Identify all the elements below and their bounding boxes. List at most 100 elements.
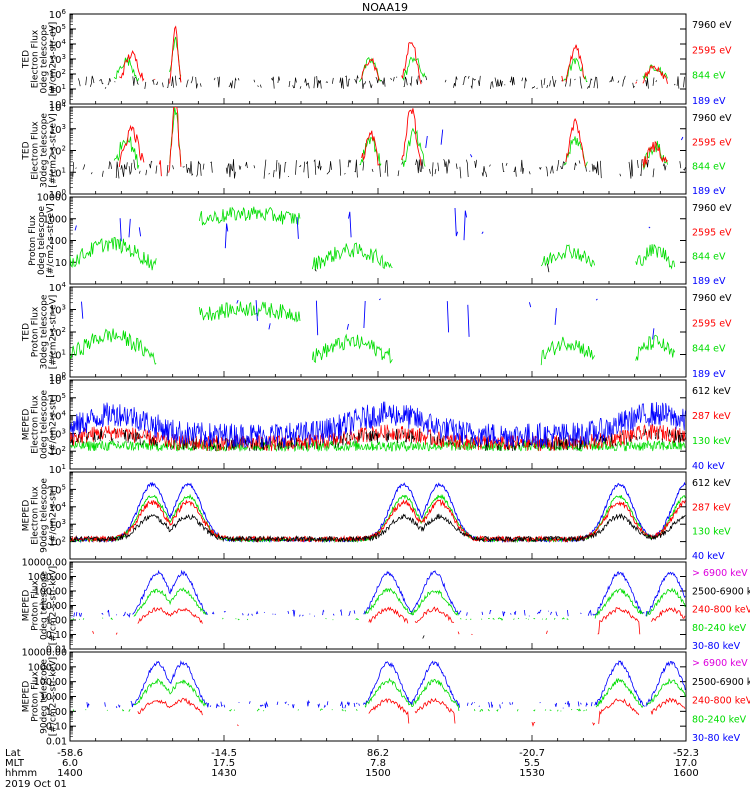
y-tick-label: 104 <box>49 410 67 423</box>
date-label: 2019 Oct 01 <box>5 779 67 790</box>
traces <box>77 25 685 90</box>
trace-2595 <box>119 107 679 176</box>
y-tick-label: 100 <box>49 98 66 111</box>
x-tick-label-lat: 86.2 <box>367 748 389 759</box>
traces <box>70 401 686 453</box>
x-row-label: hhmm <box>5 768 37 779</box>
legend-entry: 189 eV <box>692 369 726 380</box>
trace-30-80 <box>86 660 686 709</box>
legend-entry: 844 eV <box>692 71 726 82</box>
trace-80-240 <box>70 587 686 621</box>
legend-entry: 287 keV <box>692 411 731 422</box>
y-tick-label: 105 <box>49 483 66 496</box>
legend-entry: 40 keV <box>692 551 725 562</box>
y-axis-label: Proton Flux0deg telescope[#/cm2-s-str-eV… <box>28 203 56 278</box>
trace-2595 <box>119 25 668 85</box>
y-tick-label: 102 <box>49 445 66 458</box>
x-tick-label-lat: -14.5 <box>211 748 237 759</box>
y-axis-label: MEPEDProton Flux0deg telescope[#/cm2-s-s… <box>22 566 59 645</box>
legend-entry: 844 eV <box>692 162 726 173</box>
trace-844 <box>70 301 676 366</box>
x-tick-label-hhmm: 1600 <box>673 768 698 779</box>
y-tick-label: 101 <box>49 166 66 179</box>
trace-189 <box>425 129 684 158</box>
traces <box>70 207 683 273</box>
y-tick-label: 101 <box>49 83 66 96</box>
y-tick-label: 10000 <box>37 193 67 204</box>
panel-frame <box>69 471 687 560</box>
y-tick-label: 0.10 <box>46 722 67 733</box>
y-tick-label: 104 <box>49 101 67 114</box>
trace-612 <box>70 512 686 543</box>
traces <box>72 660 686 727</box>
trace-7960 <box>315 264 675 273</box>
panel-frame <box>69 651 687 742</box>
legend-entry: 189 eV <box>692 186 726 197</box>
y-tick-label: 1000.00 <box>28 572 67 583</box>
legend-entry: 30-80 keV <box>692 733 741 744</box>
legend-entry: 189 eV <box>692 96 726 107</box>
y-tick-label: 102 <box>49 326 66 339</box>
legend-entry: 40 keV <box>692 461 725 472</box>
trace-844 <box>70 206 676 271</box>
y-tick-label: 103 <box>49 53 66 66</box>
legend-entry: 189 eV <box>692 276 726 287</box>
y-tick-label: 104 <box>49 38 67 51</box>
x-tick-label-mlt: 5.5 <box>524 758 540 769</box>
legend-entry: 287 keV <box>692 502 731 513</box>
trace-240-800 <box>92 606 686 635</box>
x-tick-label-mlt: 17.0 <box>675 758 697 769</box>
x-row-label: Lat <box>5 748 21 759</box>
y-tick-label: 103 <box>49 123 66 136</box>
legend-entry: 240-800 keV <box>692 605 750 616</box>
trace-844 <box>113 107 668 171</box>
trace-7960 <box>72 158 686 179</box>
traces <box>72 107 686 179</box>
y-axis-label: MEPEDProton Flux90deg telescope[#/cm2-s-… <box>22 657 59 736</box>
y-axis-label: TEDElectron Flux30deg telescope[#/cm2-s-… <box>22 113 59 188</box>
legend-entry: 844 eV <box>692 252 726 263</box>
legend-entry: 612 keV <box>692 478 731 489</box>
legend-entry: 130 keV <box>692 527 731 538</box>
panel-frame <box>69 106 687 195</box>
legend-entry: 80-240 keV <box>692 623 747 634</box>
y-axis-label: MEPEDElectron Flux0deg telescope[#/cm2-s… <box>22 390 59 460</box>
x-tick-label-hhmm: 1400 <box>57 768 82 779</box>
y-tick-label: 103 <box>49 304 66 317</box>
y-tick-label: 0.01 <box>46 737 67 748</box>
y-tick-label: 1000 <box>43 214 67 225</box>
y-tick-label: 104 <box>49 501 67 514</box>
x-tick-label-hhmm: 1430 <box>211 768 236 779</box>
chart-title: NOAA19 <box>362 1 408 14</box>
panel-frame <box>69 286 687 378</box>
traces <box>70 569 686 639</box>
panel-8: 0.01 0.10 1.00 10.00 100.00 1000.00 10000.00ME… <box>22 648 750 748</box>
trace-40 <box>70 401 686 449</box>
trace-30-80 <box>71 569 686 618</box>
y-tick-label: 0.01 <box>46 645 67 656</box>
y-tick-label: 102 <box>49 68 66 81</box>
legend-entry: > 6900 keV <box>692 658 748 669</box>
y-tick-label: 10.00 <box>40 601 67 612</box>
y-tick-label: 103 <box>49 518 66 531</box>
legend-entry: 2500-6900 keV <box>692 677 750 688</box>
x-tick-label-mlt: 6.0 <box>62 758 78 769</box>
trace-844 <box>113 36 668 83</box>
y-axis-label: TEDProton Flux30deg telescope[#/cm2-s-st… <box>22 294 59 369</box>
traces <box>70 299 686 366</box>
y-tick-label: 105 <box>49 23 66 36</box>
y-tick-label: 1.00 <box>46 707 67 718</box>
panel-5: 101 102 103 104 105 106 MEPEDElectron Flux0deg… <box>22 374 732 476</box>
y-tick-label: 106 <box>49 8 67 21</box>
panel-frame <box>69 379 687 470</box>
x-row-label: MLT <box>5 758 25 769</box>
y-tick-label: 104 <box>49 281 67 294</box>
panel-frame <box>69 13 687 105</box>
